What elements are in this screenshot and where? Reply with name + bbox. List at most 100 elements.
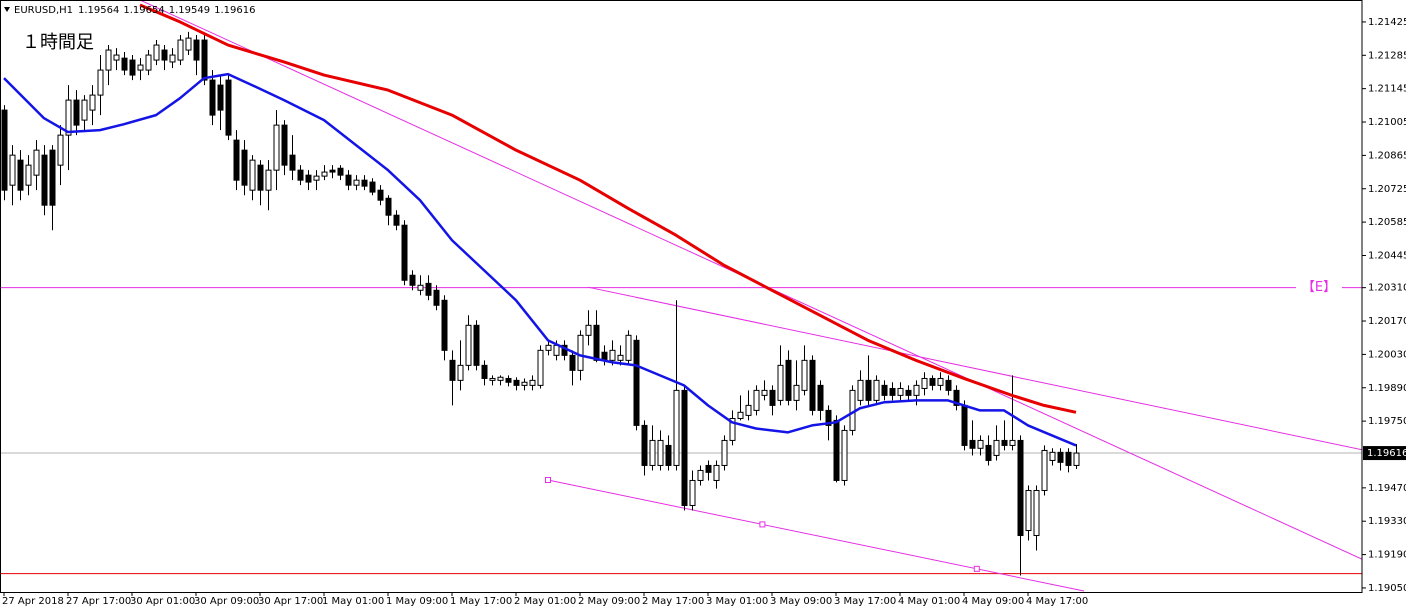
- candle-body: [1065, 451, 1072, 466]
- candle-body: [409, 274, 416, 286]
- anchor: [973, 565, 980, 572]
- x-tick-label: 27 Apr 2018: [2, 596, 64, 607]
- candle-body: [273, 124, 280, 171]
- candle-body: [889, 387, 896, 396]
- candle-body: [497, 376, 504, 381]
- candle-body: [1, 109, 8, 191]
- candle-body: [25, 164, 32, 186]
- candle-body: [985, 444, 992, 461]
- candle-body: [449, 359, 456, 381]
- candle-body: [993, 439, 1000, 456]
- candle-body: [737, 411, 744, 419]
- candle-body: [921, 377, 928, 389]
- header: EURUSD,H1 1.19564 1.19654 1.19549 1.19616: [14, 5, 255, 16]
- candle-body: [177, 39, 184, 61]
- x-tick-label: 4 May 09:00: [962, 596, 1024, 607]
- candle-body: [545, 344, 552, 351]
- y-tick-label: 1.19890: [1368, 383, 1406, 394]
- x-tick-label: 4 May 17:00: [1026, 596, 1088, 607]
- candle-body: [505, 377, 512, 383]
- candle-body: [1073, 452, 1080, 466]
- candle-body: [961, 404, 968, 446]
- candle-body: [257, 164, 264, 191]
- candle-body: [305, 174, 312, 183]
- candle-body: [593, 324, 600, 361]
- candle-body: [537, 349, 544, 386]
- header-open: 1.19564: [78, 5, 119, 16]
- candle-body: [969, 439, 976, 449]
- symbol: EURUSD,H1: [14, 5, 73, 16]
- candle-body: [425, 282, 432, 296]
- header-low: 1.19549: [169, 5, 210, 16]
- candle-body: [841, 429, 848, 481]
- candle-body: [793, 384, 800, 401]
- candle-body: [697, 469, 704, 481]
- line-label: 【E】: [1302, 280, 1336, 295]
- candle-body: [209, 79, 216, 116]
- y-tick-label: 1.19470: [1368, 483, 1406, 494]
- candle-body: [313, 175, 320, 181]
- candle-body: [553, 344, 560, 356]
- x-tick-label: 30 Apr 17:00: [258, 596, 323, 607]
- candle-body: [865, 379, 872, 401]
- candle-body: [17, 159, 24, 191]
- candle-body: [193, 39, 200, 61]
- y-tick-label: 1.20865: [1368, 150, 1406, 161]
- candle-body: [281, 124, 288, 166]
- candle-body: [753, 389, 760, 411]
- candle-body: [41, 154, 48, 206]
- y-tick-label: 1.21145: [1368, 84, 1406, 95]
- candle-body: [105, 49, 112, 71]
- candle-body: [489, 377, 496, 381]
- moving-average: [139, 3, 1077, 414]
- candle-body: [577, 334, 584, 371]
- candle-body: [585, 324, 592, 336]
- candle-body: [857, 379, 864, 401]
- candle-body: [289, 154, 296, 171]
- candle-body: [57, 134, 64, 166]
- candle-body: [65, 99, 72, 136]
- candle-body: [161, 49, 168, 61]
- candle-body: [657, 439, 664, 466]
- candle-body: [1057, 451, 1064, 463]
- candle-body: [729, 417, 736, 441]
- x-tick-label: 30 Apr 01:00: [130, 596, 195, 607]
- x-tick-label: 2 May 17:00: [642, 596, 704, 607]
- candle-body: [745, 404, 752, 416]
- candle-body: [617, 354, 624, 361]
- candle-body: [513, 379, 520, 386]
- candle-body: [641, 424, 648, 466]
- candle-body: [529, 379, 536, 386]
- menu-triangle: [4, 7, 10, 12]
- candle-body: [345, 174, 352, 186]
- candle-body: [769, 389, 776, 406]
- candle-body: [633, 339, 640, 426]
- candle-body: [777, 364, 784, 401]
- candle-body: [241, 149, 248, 186]
- candle-body: [337, 167, 344, 176]
- candle-body: [73, 99, 80, 126]
- candle-body: [705, 464, 712, 473]
- candle-body: [521, 381, 528, 386]
- candle-body: [329, 169, 336, 173]
- candle-body: [321, 171, 328, 177]
- candle-body: [1033, 489, 1040, 537]
- candle-body: [713, 464, 720, 481]
- y-tick-label: 1.21005: [1368, 117, 1406, 128]
- candle-body: [249, 159, 256, 191]
- trendline: [547, 479, 1085, 592]
- annotation: １時間足: [22, 32, 94, 53]
- candle-body: [417, 284, 424, 291]
- candle-body: [33, 149, 40, 176]
- candle-body: [153, 44, 160, 61]
- candle-body: [473, 324, 480, 366]
- x-tick-label: 3 May 09:00: [770, 596, 832, 607]
- candle-body: [897, 387, 904, 396]
- candle-body: [913, 384, 920, 396]
- candle-body: [369, 181, 376, 193]
- x-tick-label: 2 May 01:00: [514, 596, 576, 607]
- candle-body: [81, 99, 88, 121]
- candle-body: [353, 179, 360, 186]
